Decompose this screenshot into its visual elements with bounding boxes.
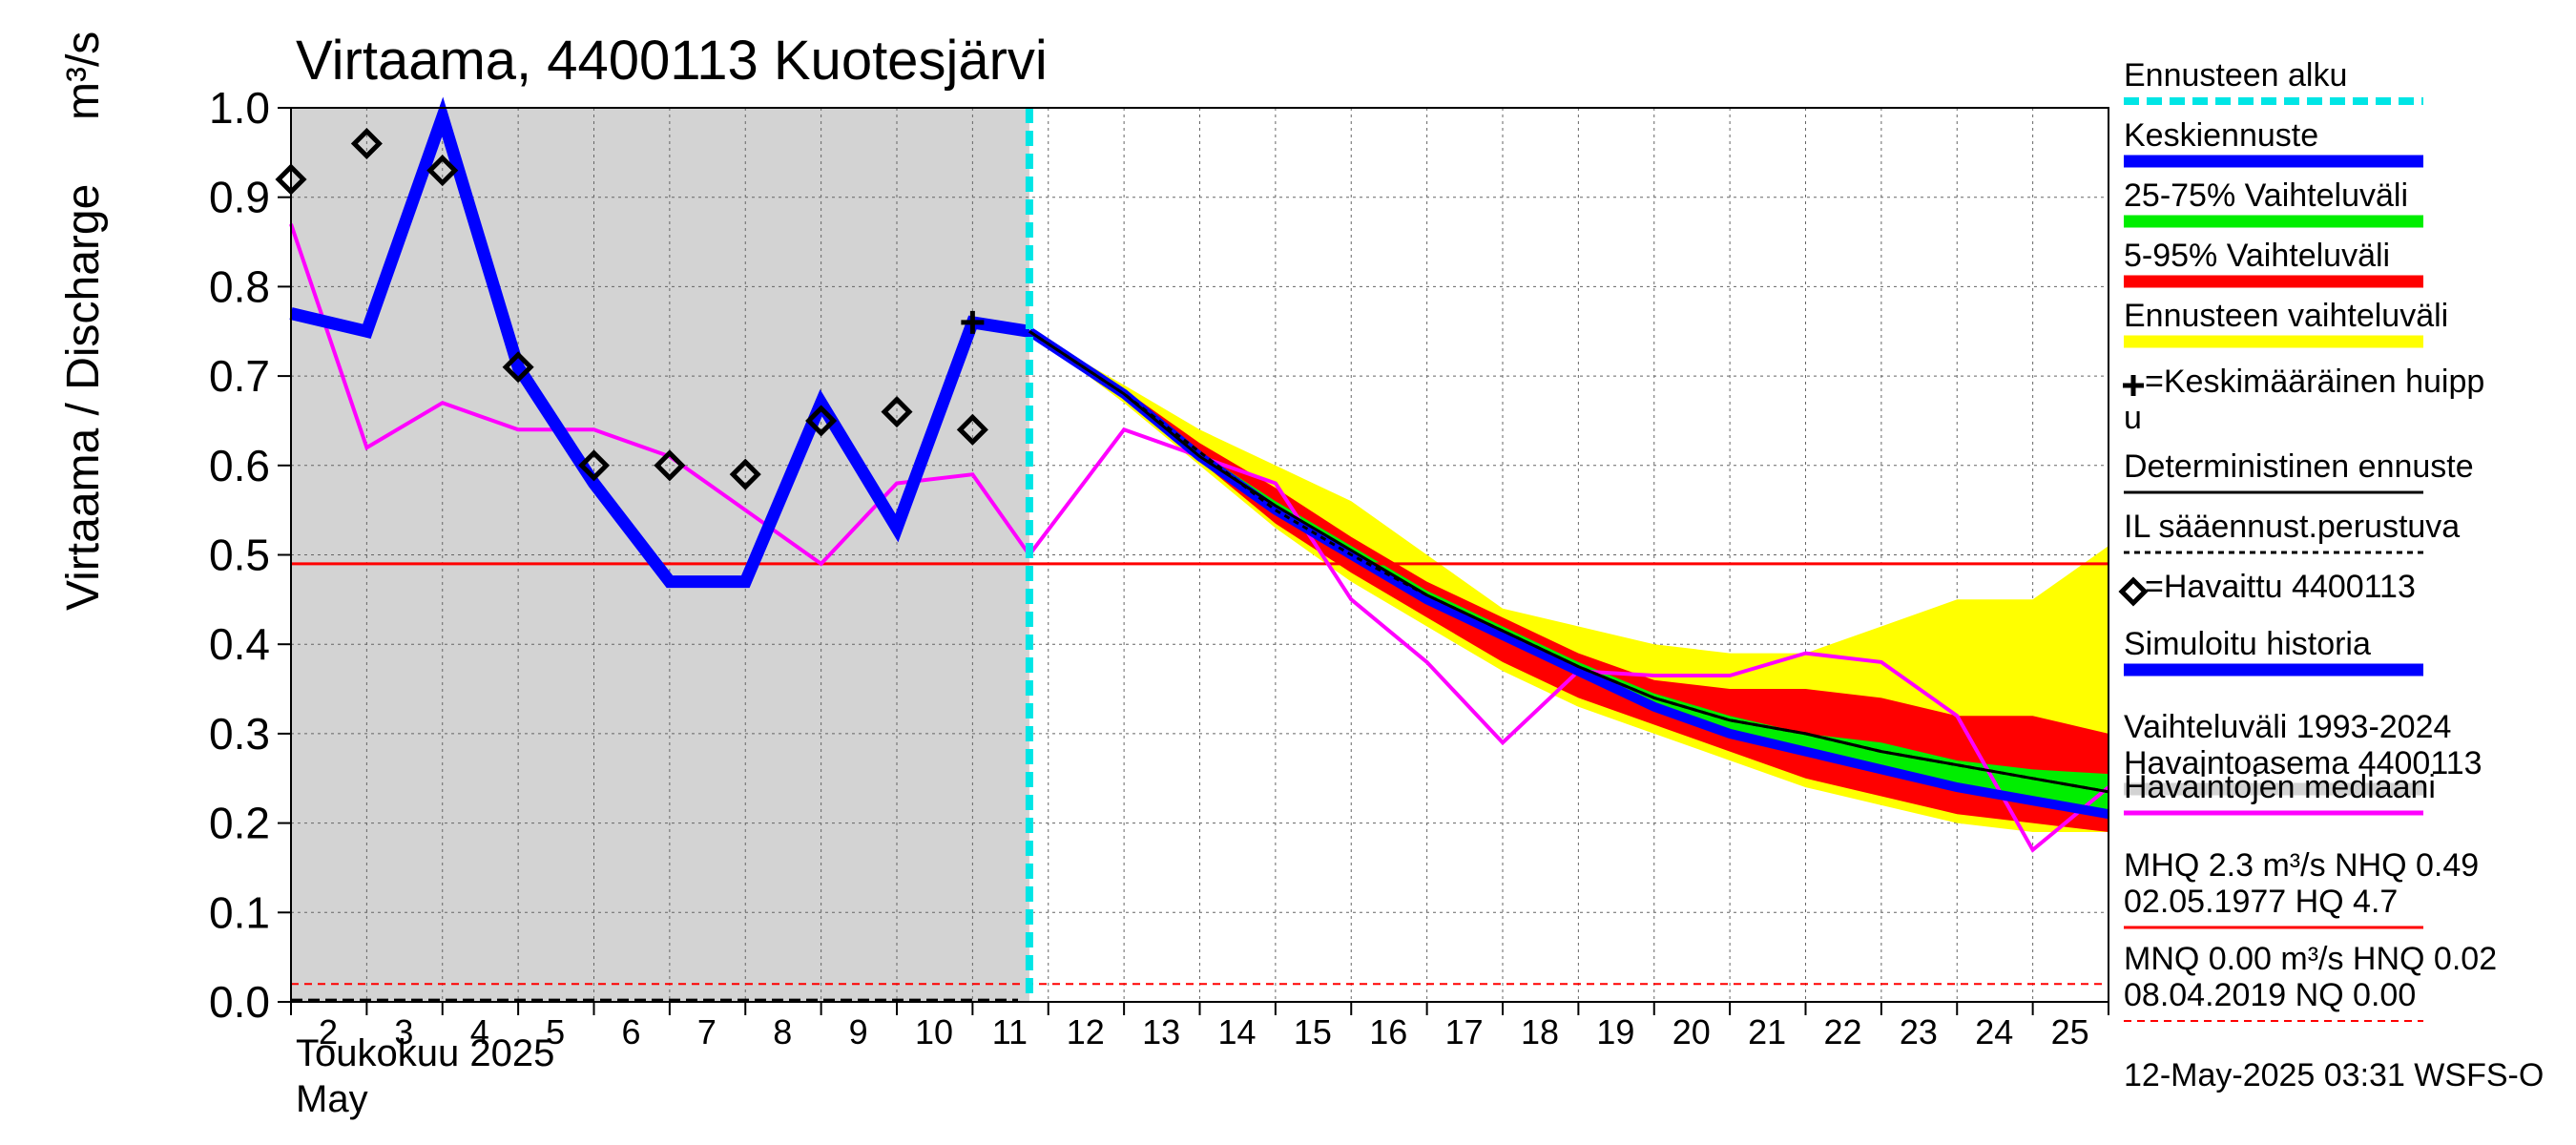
- observed-marker: [426, 155, 459, 187]
- x-tick-label: 18: [1521, 1012, 1559, 1051]
- legend-label2-hist_range: Havaintoasema 4400113: [2124, 745, 2483, 781]
- series-il: [1028, 330, 2109, 794]
- observed-marker: [350, 127, 383, 160]
- observed-marker: [654, 449, 686, 482]
- y-axis-unit: m³/s: [58, 31, 109, 120]
- band-2: [1028, 331, 2109, 819]
- x-tick-label: 8: [773, 1012, 792, 1051]
- y-tick-label: 0.6: [209, 441, 270, 490]
- y-tick-label: 0.3: [209, 709, 270, 759]
- legend-label-mhq: MHQ 2.3 m³/s NHQ 0.49: [2124, 847, 2480, 884]
- y-tick-label: 0.7: [209, 351, 270, 401]
- y-tick-label: 0.1: [209, 887, 270, 937]
- x-tick-label: 25: [2051, 1012, 2089, 1051]
- legend-label-median: Havaintojen mediaani: [2124, 769, 2436, 805]
- y-tick-label: 0.4: [209, 619, 270, 669]
- legend-label-p5_95: 5-95% Vaihteluväli: [2124, 238, 2391, 274]
- y-axis-label: Virtaama / Discharge m³/s: [57, 31, 110, 611]
- series-simulated: [289, 96, 1030, 589]
- legend-label2-peak: u: [2124, 400, 2142, 436]
- x-tick-label: 17: [1445, 1012, 1484, 1051]
- x-tick-label: 2: [319, 1012, 338, 1051]
- x-tick-label: 20: [1672, 1012, 1711, 1051]
- legend-label-mnq: MNQ 0.00 m³/s HNQ 0.02: [2124, 941, 2498, 977]
- legend-label-peak: =Keskimääräinen huipp: [2145, 364, 2485, 400]
- observed-marker: [502, 351, 534, 384]
- legend-label-ens_range: Ennusteen vaihteluväli: [2124, 298, 2449, 334]
- x-tick-label: 11: [992, 1012, 1028, 1051]
- y-tick-label: 0.0: [209, 977, 270, 1027]
- legend-label-il: IL sääennust.perustuva: [2124, 509, 2461, 545]
- y-tick-label: 0.9: [209, 173, 270, 222]
- x-tick-label: 9: [849, 1012, 868, 1051]
- x-tick-label: 21: [1748, 1012, 1786, 1051]
- x-tick-label: 12: [1067, 1012, 1105, 1051]
- x-tick-label: 7: [697, 1012, 717, 1051]
- y-tick-label: 0.5: [209, 531, 270, 580]
- x-tick-label: 19: [1596, 1012, 1634, 1051]
- x-axis-month-label-en: May: [296, 1078, 368, 1120]
- band-1: [1028, 331, 2109, 832]
- x-tick-label: 3: [394, 1012, 413, 1051]
- observed-marker: [956, 413, 988, 446]
- x-tick-label: 13: [1142, 1012, 1180, 1051]
- x-axis-month-label: Toukokuu 2025: [296, 1032, 555, 1074]
- legend-label-det: Deterministinen ennuste: [2124, 448, 2474, 485]
- x-tick-label: 16: [1369, 1012, 1407, 1051]
- observed-marker: [577, 449, 611, 482]
- y-tick-label: 1.0: [209, 83, 270, 133]
- chart-title: Virtaama, 4400113 Kuotesjärvi: [296, 30, 1048, 92]
- x-tick-label: 10: [915, 1012, 953, 1051]
- legend-label-sim: Simuloitu historia: [2124, 626, 2371, 662]
- x-tick-label: 4: [470, 1012, 489, 1051]
- legend-label-forecast_start: Ennusteen alku: [2124, 57, 2348, 94]
- x-tick-label: 22: [1823, 1012, 1861, 1051]
- y-axis-label-text: Virtaama / Discharge: [58, 183, 109, 611]
- x-tick-label: 24: [1975, 1012, 2013, 1051]
- x-tick-label: 14: [1217, 1012, 1256, 1051]
- legend-label-obs: =Havaittu 4400113: [2145, 569, 2416, 605]
- observed-marker: [805, 405, 838, 437]
- footer-timestamp: 12-May-2025 03:31 WSFS-O: [2124, 1057, 2545, 1093]
- peak-marker: [961, 310, 985, 334]
- legend-label2-mhq: 02.05.1977 HQ 4.7: [2124, 884, 2399, 920]
- legend-symbol-diamond: [2118, 576, 2149, 607]
- observed-marker: [729, 458, 761, 490]
- legend-label-hist_range: Vaihteluväli 1993-2024: [2124, 709, 2452, 745]
- legend-label2-mnq: 08.04.2019 NQ 0.00: [2124, 977, 2417, 1013]
- observed-marker: [881, 396, 913, 428]
- x-tick-label: 23: [1900, 1012, 1938, 1051]
- x-tick-label: 6: [621, 1012, 640, 1051]
- x-tick-label: 5: [546, 1012, 565, 1051]
- x-tick-label: 15: [1294, 1012, 1332, 1051]
- y-tick-label: 0.2: [209, 799, 270, 848]
- legend-label-p25_75: 25-75% Vaihteluväli: [2124, 177, 2408, 214]
- y-tick-label: 0.8: [209, 261, 270, 311]
- legend-label-mean: Keskiennuste: [2124, 117, 2319, 154]
